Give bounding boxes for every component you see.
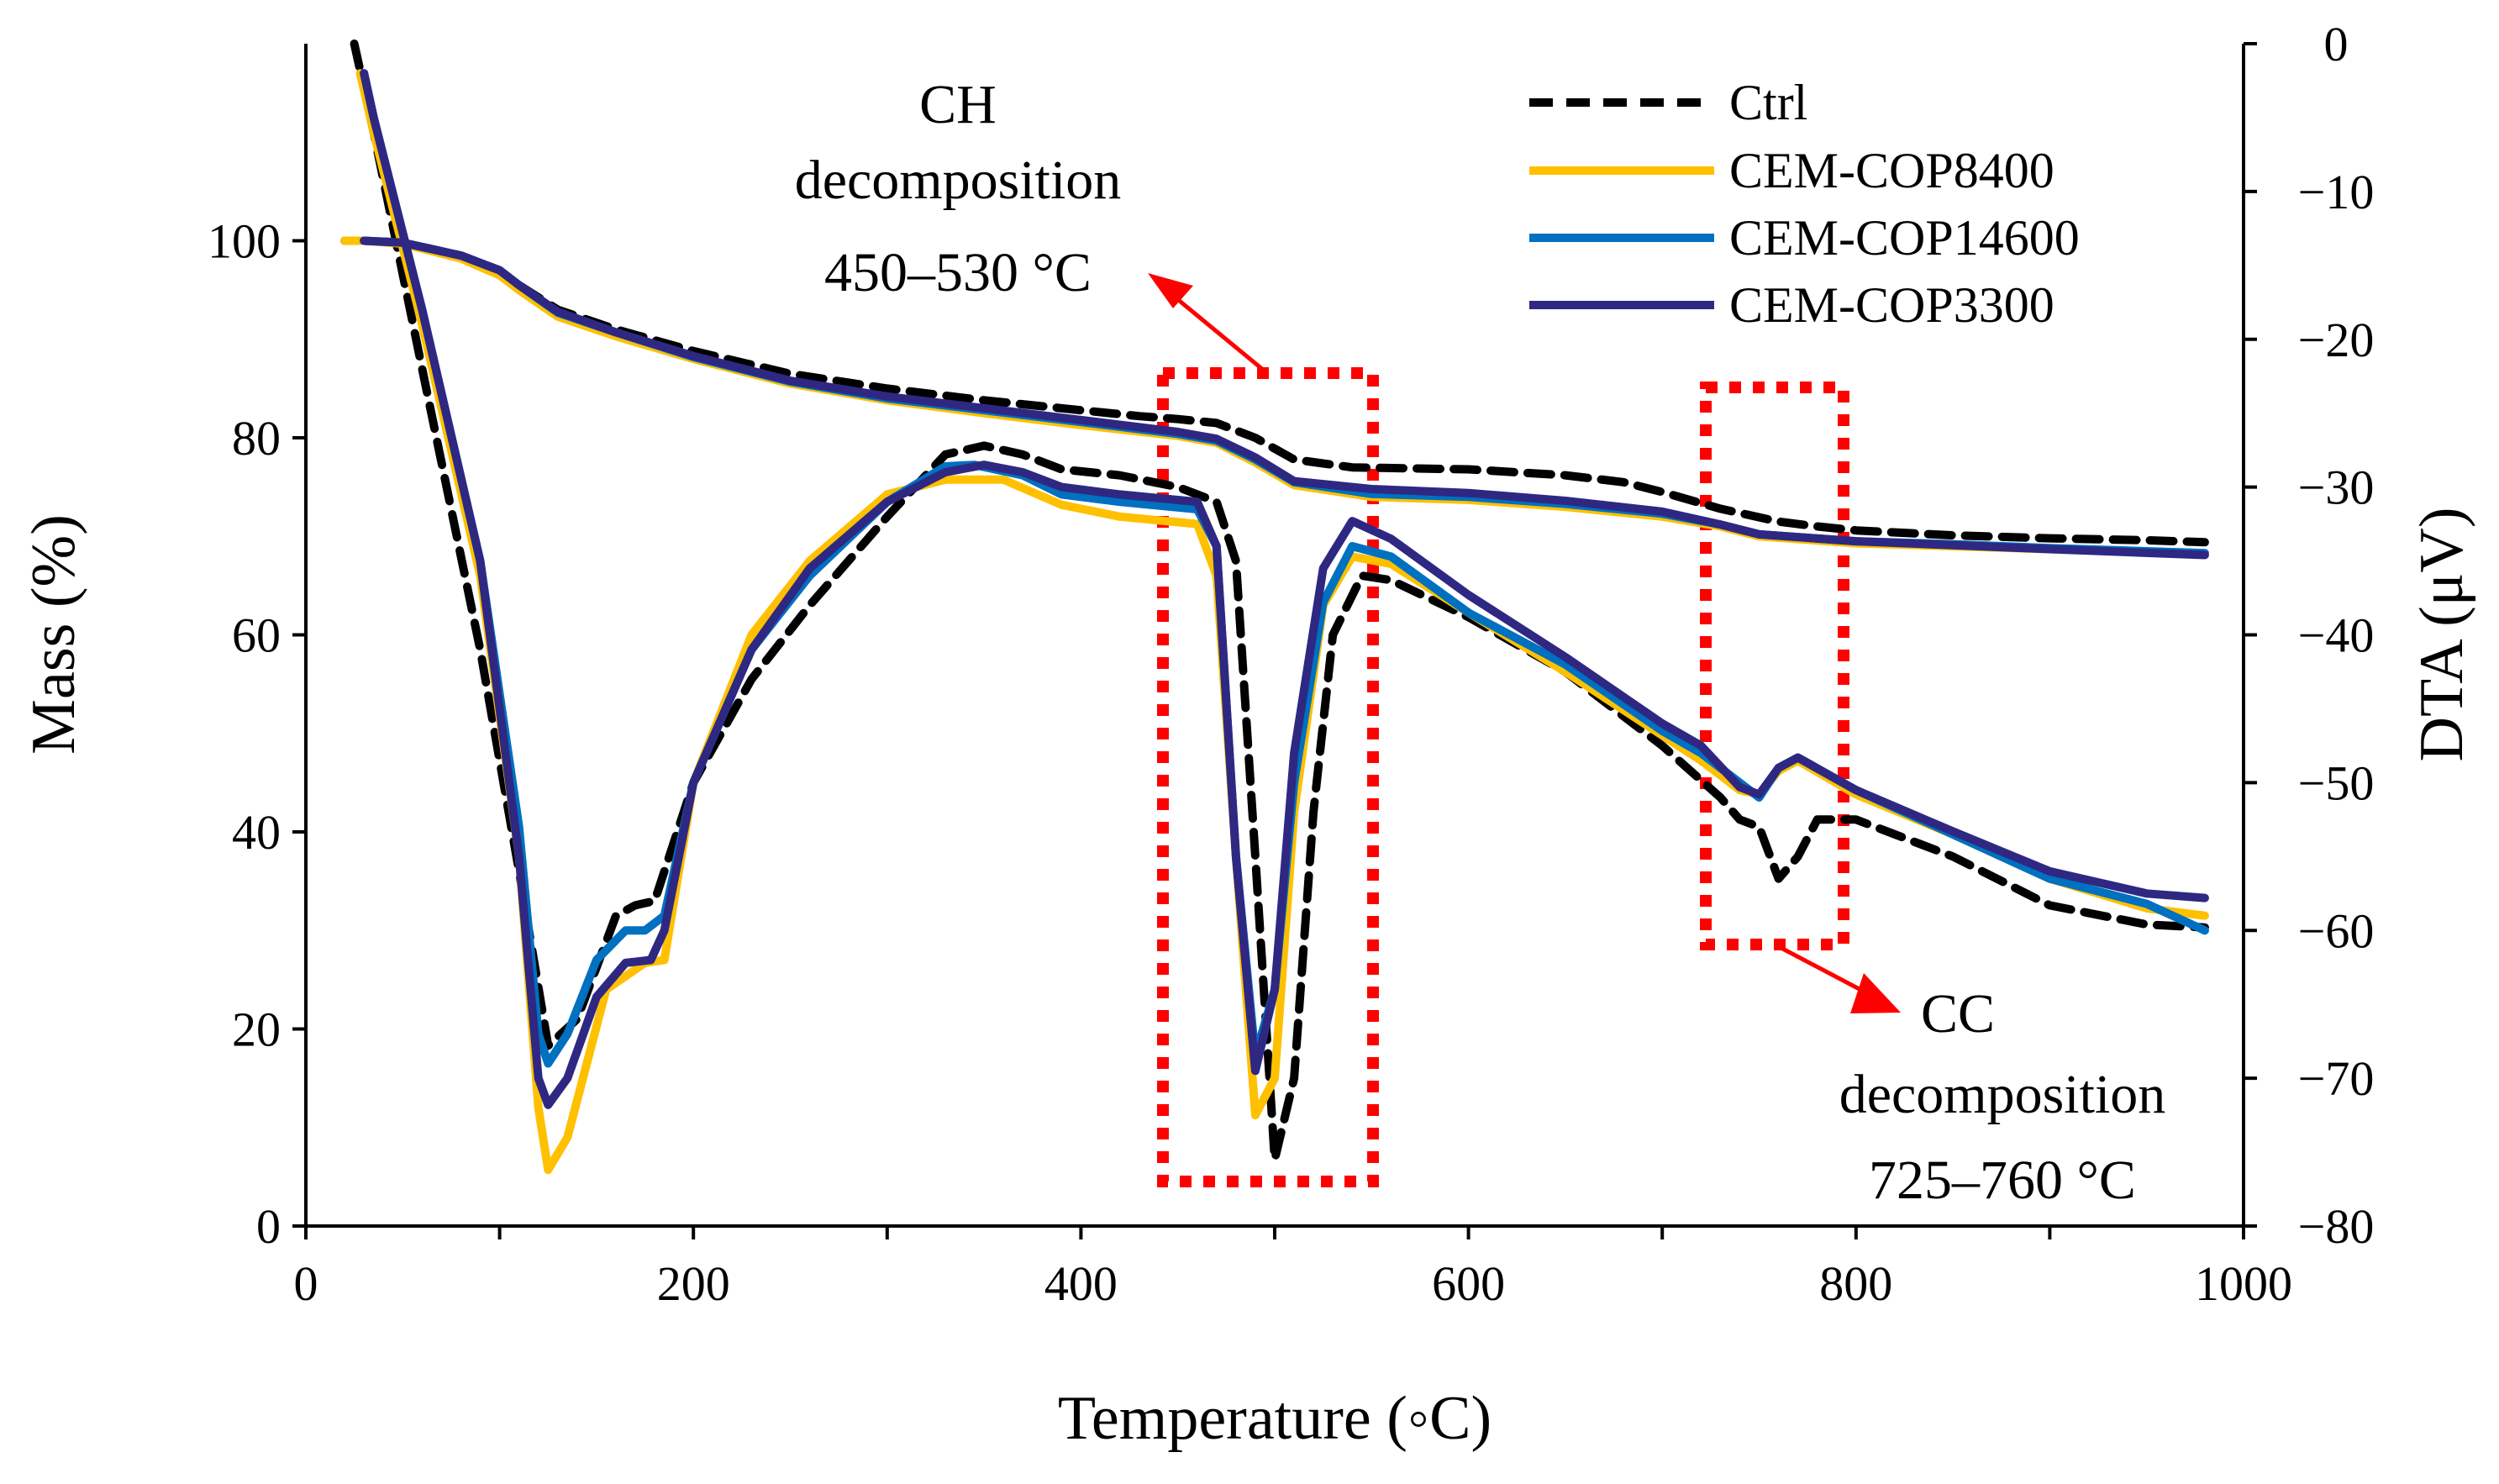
ch-arrow-shaft (1175, 297, 1269, 375)
legend: Ctrl CEM-COP8400 CEM-COP14600 CEM-COP330… (1529, 75, 2080, 333)
x-tick-label: 800 (1819, 1256, 1892, 1311)
cc-arrowhead (1850, 973, 1901, 1013)
x-tick-label: 1000 (2195, 1256, 2292, 1311)
y-tick-label: 100 (208, 214, 281, 269)
cc-annotation: CC decomposition 725‒760 °C (1773, 942, 2166, 1211)
y2-tick-label: −30 (2298, 460, 2375, 515)
y2-tick-label: −80 (2298, 1199, 2375, 1254)
mass-curve-cem-cop3300 (360, 236, 2209, 560)
series-layer (340, 39, 2209, 1175)
y-tick-label: 80 (232, 411, 281, 466)
legend-item-cem-cop8400: CEM-COP8400 (1529, 143, 2054, 198)
y2-tick-label: −50 (2298, 755, 2375, 810)
y2-tick-label: 0 (2324, 17, 2349, 71)
x-tick-label: 200 (657, 1256, 730, 1311)
ch-region-box (1157, 367, 1379, 1187)
y2-tick-label: −10 (2298, 165, 2375, 219)
x-tick-label: 600 (1432, 1256, 1505, 1311)
y2-tick-label: −20 (2298, 313, 2375, 367)
ch-arrowhead (1148, 273, 1193, 308)
ch-annotation-line-3: 450‒530 °C (824, 242, 1092, 303)
cc-annotation-line-3: 725‒760 °C (1869, 1150, 2136, 1211)
legend-label-cem-cop14600: CEM-COP14600 (1729, 210, 2080, 266)
ch-annotation-line-1: CH (919, 74, 997, 135)
legend-label-cem-cop3300: CEM-COP3300 (1729, 277, 2054, 333)
legend-item-ctrl: Ctrl (1529, 75, 1807, 130)
ch-annotation: CH decomposition 450‒530 °C (795, 74, 1269, 375)
tick-labels: 0 200 400 600 800 10000204060801000−10−20−30−… (208, 17, 2374, 1311)
legend-item-cem-cop14600: CEM-COP14600 (1529, 210, 2080, 266)
dta-curve-ctrl (350, 39, 2209, 1164)
legend-label-ctrl: Ctrl (1729, 75, 1807, 130)
y2-tick-label: −40 (2298, 608, 2375, 663)
legend-label-cem-cop8400: CEM-COP8400 (1729, 143, 2054, 198)
ch-annotation-line-2: decomposition (795, 150, 1122, 211)
cc-arrow-shaft (1773, 942, 1872, 997)
x-axis-title: Temperature (◦C) (1058, 1384, 1492, 1453)
y-tick-label: 0 (256, 1199, 281, 1254)
x-tick-label: 400 (1044, 1256, 1118, 1311)
y-tick-label: 20 (232, 1002, 281, 1057)
x-tick-label: 0 (294, 1256, 318, 1311)
y2-tick-label: −60 (2298, 903, 2375, 958)
y-tick-label: 40 (232, 805, 281, 860)
dta-curve-cem-cop3300 (360, 69, 2209, 1109)
axes (292, 42, 2257, 1239)
cc-annotation-line-2: decomposition (1839, 1064, 2166, 1125)
axis-ticks (292, 42, 2257, 1239)
cc-annotation-line-1: CC (1921, 983, 1995, 1045)
y2-tick-label: −70 (2298, 1051, 2375, 1106)
y-axis-title: Mass (%) (19, 514, 88, 755)
y-tick-label: 60 (232, 608, 281, 663)
legend-item-cem-cop3300: CEM-COP3300 (1529, 277, 2054, 333)
y2-axis-title: DTA (μV) (2407, 508, 2476, 762)
